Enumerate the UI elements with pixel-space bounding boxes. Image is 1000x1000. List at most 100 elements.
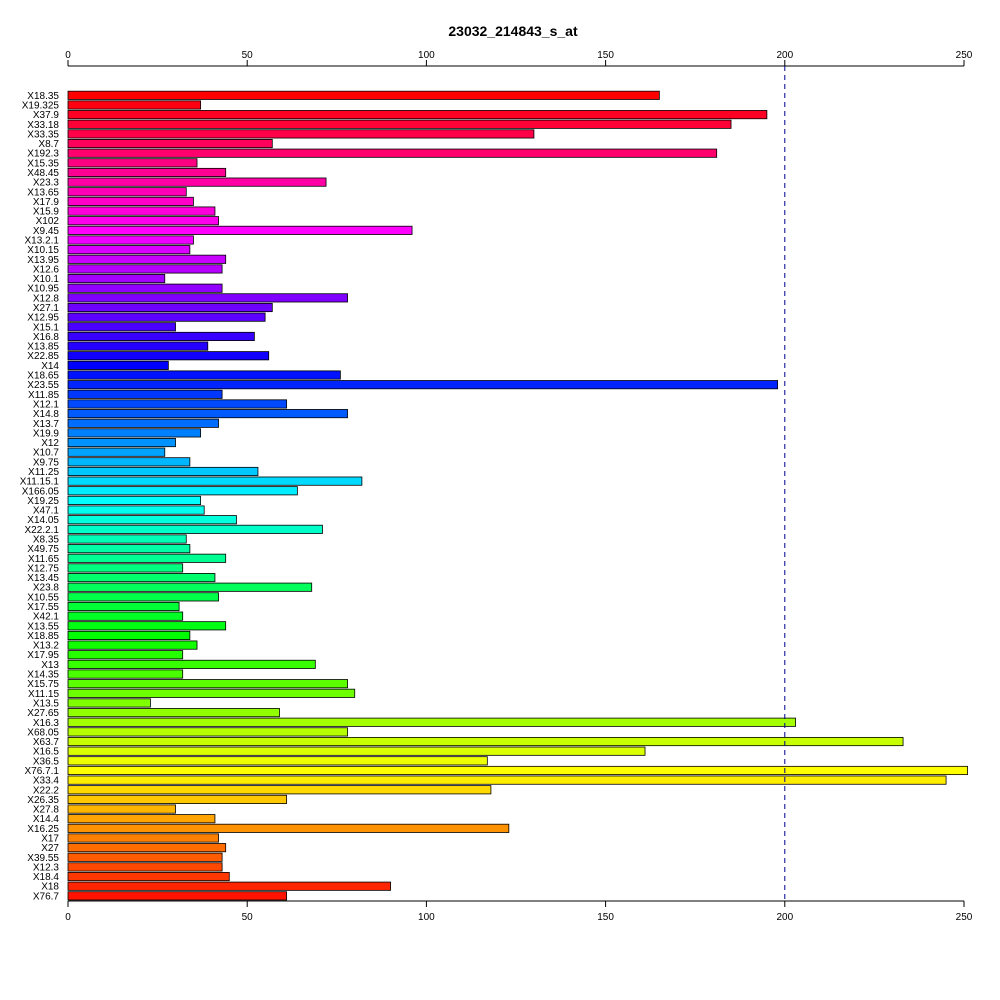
bar: [67, 437, 176, 448]
category-label: X14.05: [27, 515, 59, 526]
category-label: X13.2: [33, 641, 60, 652]
tick-label: 50: [242, 912, 254, 923]
category-label: X22.85: [27, 351, 59, 362]
bar: [67, 466, 259, 477]
category-label: X11.25: [28, 467, 59, 478]
category-label: X11.65: [28, 554, 59, 565]
bar: [67, 756, 488, 766]
bar: [67, 167, 227, 178]
bar: [67, 380, 779, 390]
category-label: X33.4: [33, 776, 60, 787]
category-label: X13.45: [27, 573, 59, 584]
category-label: X33.18: [27, 120, 59, 131]
bar: [67, 447, 166, 457]
bar: [67, 843, 227, 853]
bar: [67, 90, 660, 100]
category-label: X33.35: [27, 129, 59, 140]
tick-label: 0: [65, 912, 71, 923]
category-label: X10.1: [33, 274, 60, 285]
bar: [67, 254, 227, 264]
bar: [67, 544, 191, 554]
bar: [67, 891, 288, 901]
category-label: X16.25: [27, 824, 59, 835]
bar: [67, 515, 237, 525]
category-label: X19.9: [33, 428, 60, 439]
bottom-axis: 0 50 100 150 200 250: [65, 900, 973, 923]
category-label: X11.15: [28, 689, 59, 700]
category-label: X12.95: [27, 313, 59, 324]
category-label: X19.325: [22, 100, 60, 111]
bar: [67, 322, 176, 332]
tick-label: 100: [418, 912, 435, 923]
category-labels: X18.35X19.325X37.9X33.18X33.35X8.7X192.3…: [20, 91, 60, 903]
category-label: X18.65: [27, 371, 59, 382]
bar: [67, 138, 273, 149]
category-label: X12.6: [33, 264, 60, 275]
bar: [67, 293, 348, 303]
category-label: X49.75: [27, 544, 59, 555]
tick-label: 150: [597, 912, 614, 923]
bar: [67, 225, 413, 235]
bar: [67, 389, 223, 399]
category-label: X16.5: [33, 747, 60, 758]
category-label: X19.25: [27, 496, 59, 507]
bar: [67, 698, 151, 708]
bar: [67, 187, 187, 197]
bar: [67, 833, 219, 843]
category-label: X13.95: [27, 255, 59, 266]
category-label: X13.85: [27, 342, 59, 353]
category-label: X12.3: [33, 862, 60, 873]
category-label: X68.05: [27, 727, 59, 738]
category-label: X12: [41, 438, 59, 449]
category-label: X13.5: [33, 698, 60, 709]
category-label: X18: [41, 882, 59, 893]
bar: [67, 148, 718, 158]
bar: [67, 862, 223, 872]
bar: [67, 872, 230, 882]
bar: [67, 428, 202, 438]
bar: [67, 119, 732, 129]
category-label: X26.35: [27, 795, 59, 806]
category-label: X18.4: [33, 872, 60, 883]
category-label: X16.3: [33, 718, 60, 729]
category-label: X17.55: [27, 602, 59, 613]
bar: [67, 110, 768, 120]
category-label: X12.8: [33, 293, 60, 304]
category-label: X13: [41, 660, 59, 671]
bar: [67, 804, 176, 814]
bar: [67, 216, 219, 226]
bar: [67, 640, 198, 650]
category-label: X10.95: [27, 284, 59, 295]
bar: [67, 727, 348, 737]
category-label: X36.5: [33, 756, 60, 767]
category-label: X23.3: [33, 178, 60, 189]
category-label: X13.65: [27, 187, 59, 198]
tick-label: 100: [418, 50, 435, 61]
category-label: X12.1: [33, 399, 60, 410]
bar: [67, 283, 223, 293]
category-label: X13.55: [27, 621, 59, 632]
bar: [67, 312, 266, 322]
bar: [67, 553, 227, 563]
bar: [67, 370, 341, 380]
bar: [67, 823, 510, 833]
chart-title: 23032_214843_s_at: [448, 23, 578, 39]
bar: [67, 524, 323, 534]
bar: [67, 100, 202, 110]
bar: [67, 765, 968, 776]
bar: [67, 399, 288, 409]
category-label: X17: [41, 833, 59, 844]
bar: [67, 505, 205, 515]
bar: [67, 688, 356, 698]
category-label: X15.1: [33, 322, 60, 333]
category-label: X10.7: [33, 448, 60, 459]
bar: [67, 736, 904, 747]
bar: [67, 351, 270, 361]
bar: [67, 409, 348, 419]
bar: [67, 235, 194, 245]
category-label: X10.55: [27, 592, 59, 603]
category-label: X23.8: [33, 583, 60, 594]
category-label: X27.65: [27, 708, 59, 719]
bar: [67, 785, 492, 795]
